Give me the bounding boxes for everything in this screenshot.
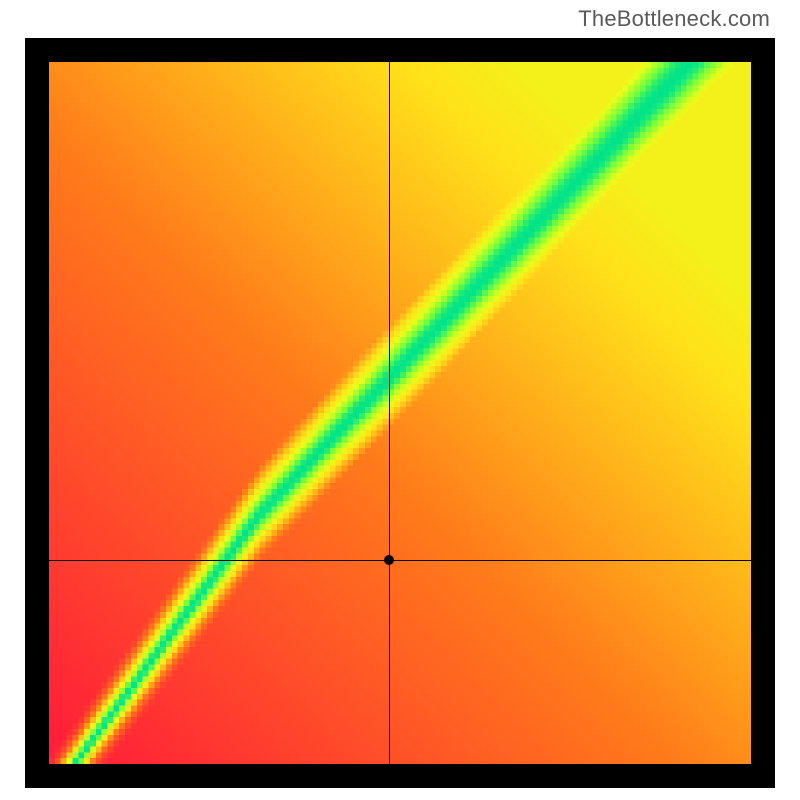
- chart-container: TheBottleneck.com: [0, 0, 800, 800]
- crosshair-vertical: [389, 62, 390, 764]
- frame-bottom: [25, 764, 775, 788]
- frame-right: [751, 38, 775, 788]
- watermark-text: TheBottleneck.com: [578, 6, 770, 32]
- heatmap: [49, 62, 751, 764]
- frame-left: [25, 38, 49, 788]
- frame-top: [25, 38, 775, 62]
- crosshair-horizontal: [49, 560, 751, 561]
